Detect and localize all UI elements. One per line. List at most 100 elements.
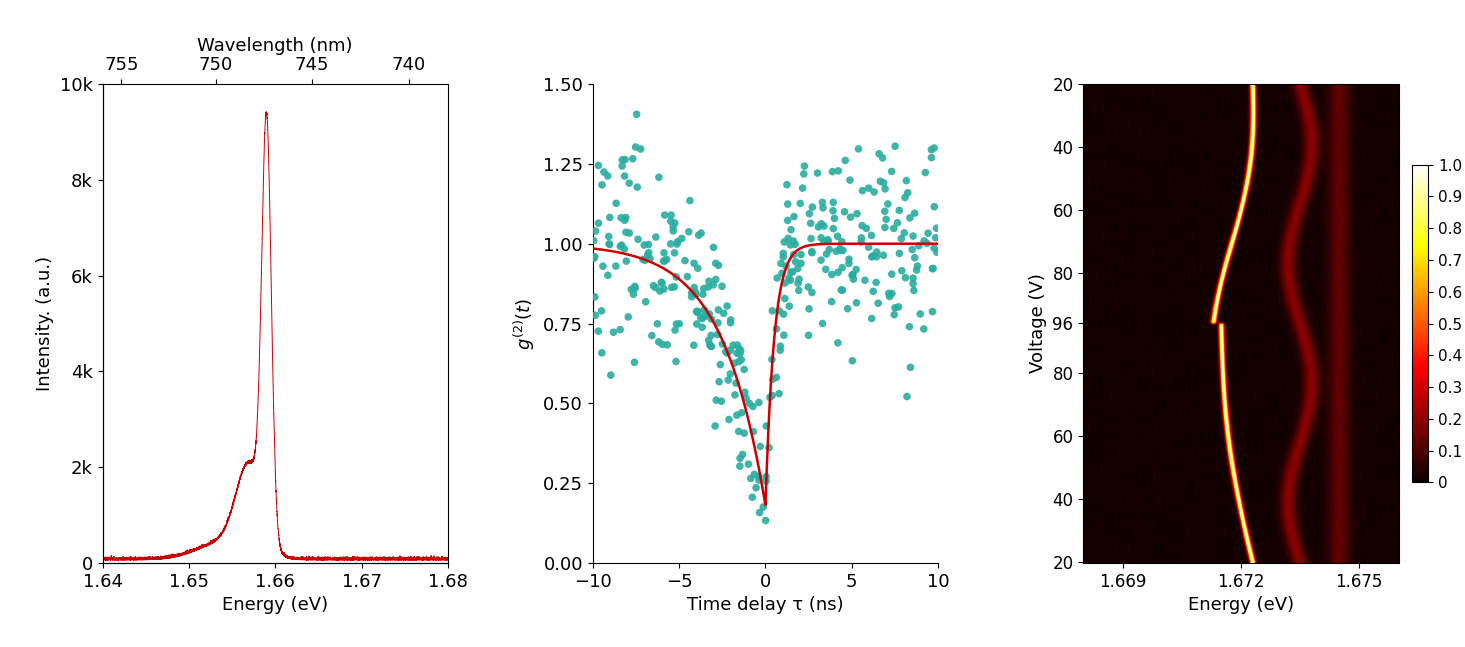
Point bbox=[737, 398, 760, 408]
Point bbox=[861, 286, 885, 296]
Point bbox=[631, 254, 655, 265]
Point bbox=[820, 269, 844, 280]
Point bbox=[583, 252, 607, 262]
Point bbox=[611, 161, 634, 171]
Point bbox=[902, 208, 926, 218]
Point bbox=[602, 327, 626, 338]
Point bbox=[712, 308, 735, 318]
Point bbox=[901, 278, 924, 289]
Point bbox=[806, 168, 829, 178]
Point bbox=[810, 318, 834, 329]
Point bbox=[816, 236, 839, 247]
Point bbox=[841, 270, 864, 281]
Point bbox=[655, 340, 678, 350]
Point bbox=[623, 283, 646, 294]
Point bbox=[649, 277, 672, 287]
Point bbox=[754, 516, 778, 526]
Point bbox=[639, 254, 662, 264]
Point bbox=[913, 236, 936, 246]
Point bbox=[841, 356, 864, 366]
Point bbox=[822, 223, 845, 234]
Point bbox=[653, 256, 677, 267]
Point bbox=[611, 155, 634, 165]
Point bbox=[882, 309, 905, 320]
Point bbox=[807, 222, 831, 232]
Point bbox=[664, 218, 687, 228]
Point bbox=[653, 210, 677, 220]
Point bbox=[760, 355, 784, 365]
Point bbox=[690, 313, 713, 324]
Point bbox=[851, 186, 875, 196]
Point bbox=[614, 227, 637, 237]
Point bbox=[624, 142, 648, 152]
Point bbox=[703, 421, 727, 431]
Point bbox=[598, 239, 621, 249]
Point bbox=[670, 234, 693, 244]
Point bbox=[648, 336, 671, 347]
Point bbox=[604, 261, 627, 271]
Point bbox=[825, 246, 848, 256]
Point bbox=[713, 347, 737, 357]
Point bbox=[864, 247, 888, 258]
Point bbox=[850, 221, 873, 231]
Point bbox=[900, 362, 923, 373]
Point bbox=[592, 167, 615, 177]
Point bbox=[734, 393, 757, 403]
Point bbox=[689, 313, 712, 323]
Point bbox=[829, 245, 853, 256]
Point bbox=[800, 248, 823, 258]
Point bbox=[837, 258, 860, 269]
Point bbox=[772, 330, 795, 340]
Point bbox=[598, 239, 621, 250]
Point bbox=[706, 260, 730, 270]
Point bbox=[612, 244, 636, 254]
Point bbox=[837, 303, 860, 314]
Point bbox=[778, 301, 801, 311]
Point bbox=[702, 242, 725, 252]
Point bbox=[596, 231, 620, 241]
Point bbox=[705, 395, 728, 405]
Point bbox=[841, 269, 864, 280]
Point bbox=[596, 270, 620, 281]
Point bbox=[779, 240, 803, 250]
Point bbox=[785, 263, 809, 274]
Point bbox=[655, 254, 678, 265]
Point bbox=[665, 237, 689, 247]
Point bbox=[727, 356, 750, 367]
Point bbox=[727, 426, 750, 437]
Point bbox=[880, 166, 904, 177]
Point bbox=[728, 461, 752, 471]
Point bbox=[880, 269, 904, 280]
Point bbox=[592, 261, 615, 271]
Point bbox=[902, 285, 926, 296]
Point bbox=[706, 318, 730, 328]
Point bbox=[642, 281, 665, 291]
Point bbox=[583, 310, 607, 320]
Point bbox=[790, 258, 813, 269]
Point bbox=[725, 340, 749, 350]
Point bbox=[872, 250, 895, 261]
Point bbox=[920, 307, 943, 317]
Point bbox=[787, 274, 810, 285]
Point bbox=[765, 372, 788, 382]
Point bbox=[686, 307, 709, 317]
Point bbox=[924, 247, 948, 258]
Point bbox=[659, 239, 683, 249]
Point bbox=[697, 281, 721, 292]
Point bbox=[609, 240, 633, 250]
Point bbox=[623, 357, 646, 367]
Point bbox=[643, 283, 667, 293]
Point bbox=[749, 441, 772, 452]
Point bbox=[605, 198, 628, 208]
Point bbox=[873, 184, 897, 194]
Point bbox=[732, 387, 756, 397]
Point bbox=[697, 309, 721, 319]
Point bbox=[711, 339, 734, 349]
Point bbox=[901, 231, 924, 241]
Point bbox=[860, 230, 883, 241]
Point bbox=[648, 286, 671, 296]
Point bbox=[757, 443, 781, 453]
Point bbox=[615, 256, 639, 267]
Point bbox=[860, 313, 883, 324]
Point bbox=[769, 341, 793, 351]
